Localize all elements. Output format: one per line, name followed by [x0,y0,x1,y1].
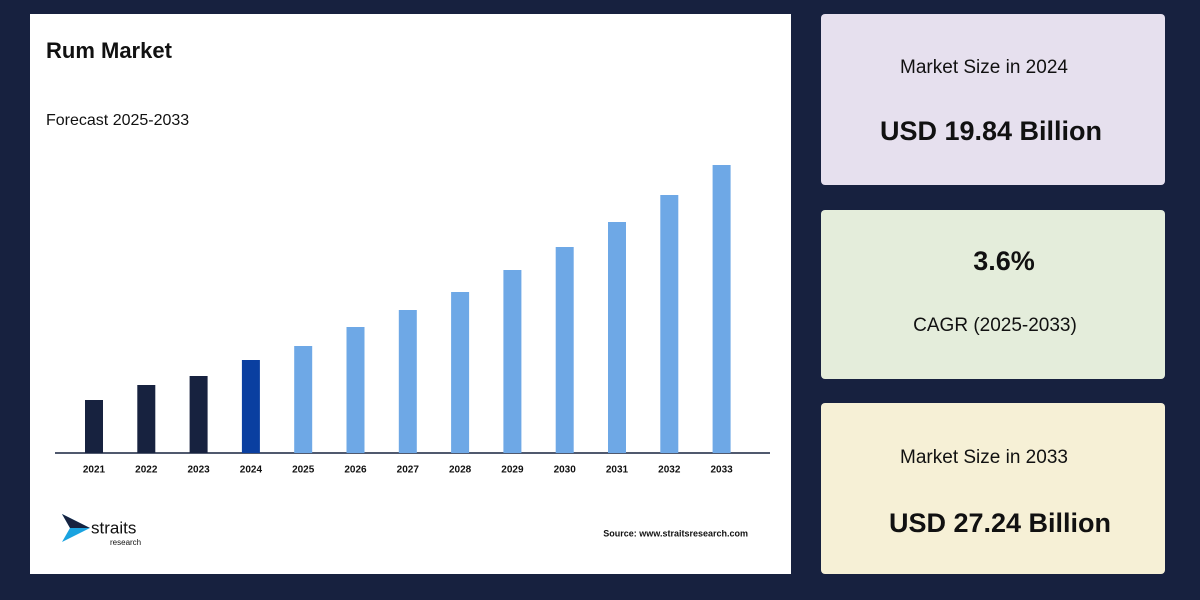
chart-subtitle: Forecast 2025-2033 [46,112,189,129]
bar [346,327,365,453]
x-tick-label: 2031 [606,465,629,476]
x-tick-label: 2030 [554,465,577,476]
x-tick-label: 2023 [187,465,210,476]
logo-icon-dark [62,514,90,528]
x-tick-label: 2028 [449,465,472,476]
card-value: 3.6% [973,246,1035,276]
bar [85,400,103,453]
card [821,403,1165,574]
x-tick-label: 2029 [501,465,524,476]
card-value: USD 27.24 Billion [889,508,1111,538]
x-tick-label: 2026 [344,465,367,476]
x-tick-label: 2032 [658,465,681,476]
logo-tagline: research [110,538,141,547]
bar [189,376,208,453]
logo-name: straits [91,518,136,537]
bar [294,346,313,453]
x-tick-label: 2025 [292,465,315,476]
bar [608,222,626,453]
card-label: Market Size in 2033 [900,447,1068,468]
x-tick-label: 2033 [710,465,733,476]
card-label: Market Size in 2024 [900,57,1068,78]
x-tick-label: 2027 [397,465,420,476]
card [821,14,1165,185]
bar [241,360,260,453]
bar [660,195,679,453]
x-tick-label: 2021 [83,465,106,476]
bar [451,292,470,453]
x-tick-label: 2022 [135,465,158,476]
card-value: USD 19.84 Billion [880,116,1102,146]
card [821,210,1165,379]
x-tick-label: 2024 [240,465,263,476]
bar [712,165,731,453]
bar [398,310,417,453]
bar [555,247,574,453]
card-label: CAGR (2025-2033) [913,315,1077,336]
source: Source: www.straitsresearch.com [603,528,748,538]
bar [503,270,522,453]
bar [137,385,156,453]
logo: straits research [62,514,141,547]
chart-title: Rum Market [46,38,173,63]
